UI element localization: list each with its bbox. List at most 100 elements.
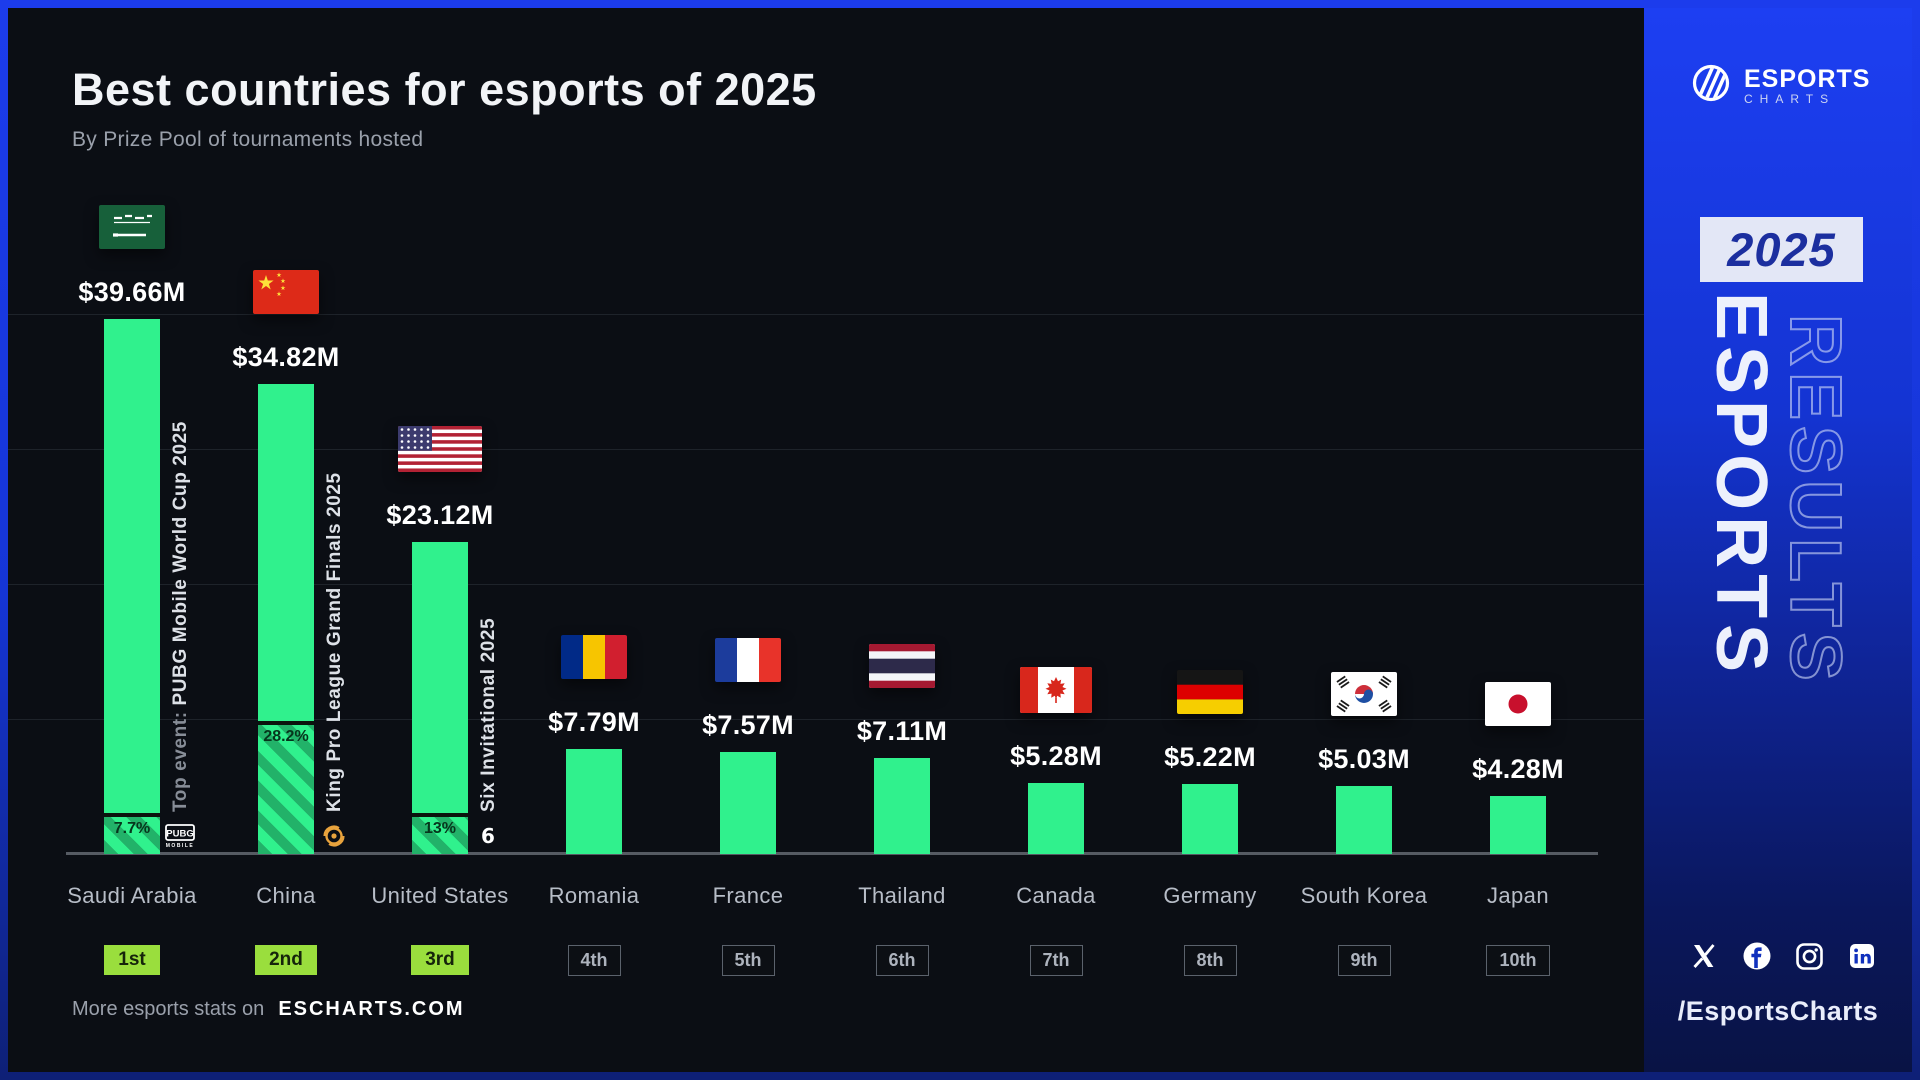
top-event-name-saudi-arabia: Top event: PUBG Mobile World Cup 2025: [170, 421, 192, 812]
gridline-10m: [8, 719, 1644, 720]
flag-thailand: [869, 644, 935, 688]
king-pro-league-logo: [321, 823, 347, 849]
footer-brand: ESCHARTS.COM: [278, 998, 465, 1020]
flag-romania: [561, 635, 627, 679]
rank-badge-wrap-japan: 10th: [1428, 945, 1608, 976]
year-badge: 2025: [1700, 217, 1863, 282]
bar-canada: [1028, 783, 1084, 854]
top-event-share-united-states: 13%: [412, 813, 468, 854]
flag-south-korea: [1331, 672, 1397, 716]
top-event-share-saudi-arabia: 7.7%: [104, 813, 160, 854]
brand-title: ESPORTS: [1744, 64, 1871, 93]
rank-badge-china: 2nd: [255, 945, 317, 975]
rank-badge-south-korea: 9th: [1337, 945, 1391, 976]
page-subtitle: By Prize Pool of tournaments hosted: [72, 128, 424, 151]
value-label-france: $7.57M: [702, 710, 794, 740]
rank-badge-germany: 8th: [1183, 945, 1237, 976]
six-invitational-logo: 6: [480, 824, 496, 848]
value-label-south-korea: $5.03M: [1318, 744, 1410, 774]
top-event-share-label-united-states: 13%: [423, 820, 457, 837]
x-icon: [1690, 942, 1718, 975]
bar-france: [720, 752, 776, 854]
gridline-20m: [8, 584, 1644, 585]
top-event-share-label-china: 28.2%: [263, 728, 309, 745]
country-label-canada: Canada: [1016, 883, 1096, 908]
bar-thailand: [874, 758, 930, 854]
rank-badge-canada: 7th: [1029, 945, 1083, 976]
bar-china: 28.2%: [258, 384, 314, 854]
rank-badge-wrap-thailand: 6th: [812, 945, 992, 976]
bar-saudi-arabia: 7.7%: [104, 319, 160, 854]
x-axis-line: [66, 852, 1598, 855]
rank-badge-japan: 10th: [1486, 945, 1550, 976]
rank-badge-wrap-germany: 8th: [1120, 945, 1300, 976]
rank-badge-wrap-france: 5th: [658, 945, 838, 976]
instagram-icon: [1795, 942, 1824, 976]
flag-china: [253, 270, 319, 314]
esports-charts-logo-icon: [1688, 60, 1734, 111]
country-label-saudi-arabia: Saudi Arabia: [67, 883, 197, 908]
linkedin-icon: [1848, 942, 1876, 975]
flag-saudi-arabia: [99, 205, 165, 249]
rank-badge-thailand: 6th: [875, 945, 929, 976]
social-handle: /EsportsCharts: [1677, 996, 1879, 1026]
brand-logo: ESPORTS CHARTS: [1688, 60, 1870, 111]
rank-badge-wrap-china: 2nd: [196, 945, 376, 975]
top-event-title: PUBG Mobile World Cup 2025: [170, 421, 191, 706]
flag-germany: [1177, 670, 1243, 714]
bar-united-states: 13%: [412, 542, 468, 854]
country-label-france: France: [712, 883, 784, 908]
bar-south-korea: [1336, 786, 1392, 854]
brand-subtitle: CHARTS: [1744, 91, 1836, 106]
value-label-romania: $7.79M: [548, 707, 640, 737]
vertical-results-text: RESULTS: [1774, 313, 1856, 688]
page-title: Best countries for esports of 2025: [72, 64, 817, 115]
flag-japan: [1485, 682, 1551, 726]
bar-japan: [1490, 796, 1546, 854]
rank-badge-wrap-saudi-arabia: 1st: [42, 945, 222, 975]
value-label-united-states: $23.12M: [386, 500, 494, 530]
value-label-saudi-arabia: $39.66M: [78, 277, 186, 307]
gridline-30m: [8, 449, 1644, 450]
rank-badge-france: 5th: [721, 945, 775, 976]
country-label-china: China: [256, 883, 316, 908]
svg-text:6: 6: [481, 825, 495, 847]
flag-canada: [1020, 667, 1092, 713]
top-event-prefix: Top event:: [170, 705, 191, 812]
rank-badge-saudi-arabia: 1st: [104, 945, 160, 975]
flag-france: [715, 638, 781, 682]
gridline-40m: [8, 314, 1644, 315]
svg-text:MOBILE: MOBILE: [166, 843, 194, 848]
pubg-mobile-logo: PUBG MOBILE: [165, 824, 195, 849]
country-label-united-states: United States: [371, 883, 509, 908]
rank-badge-wrap-united-states: 3rd: [350, 945, 530, 975]
vertical-esports-text: ESPORTS: [1701, 292, 1781, 679]
flag-united-states: [398, 426, 482, 472]
social-icons: [1690, 941, 1876, 976]
country-label-japan: Japan: [1487, 883, 1549, 908]
value-label-canada: $5.28M: [1010, 741, 1102, 771]
country-label-thailand: Thailand: [858, 883, 946, 908]
sidebar: ESPORTS CHARTS 2025: [1644, 8, 1912, 1072]
bar-romania: [566, 749, 622, 854]
footer: More esports stats on ESCHARTS.COM: [72, 998, 465, 1021]
value-label-china: $34.82M: [232, 342, 340, 372]
value-label-germany: $5.22M: [1164, 742, 1256, 772]
top-event-share-china: 28.2%: [258, 721, 314, 854]
chart-panel: [8, 8, 1644, 1072]
value-label-japan: $4.28M: [1472, 754, 1564, 784]
rank-badge-wrap-romania: 4th: [504, 945, 684, 976]
bar-germany: [1182, 784, 1238, 854]
rank-badge-wrap-canada: 7th: [966, 945, 1146, 976]
rank-badge-wrap-south-korea: 9th: [1274, 945, 1454, 976]
country-label-germany: Germany: [1163, 883, 1257, 908]
country-label-romania: Romania: [548, 883, 640, 908]
svg-text:PUBG: PUBG: [166, 829, 193, 840]
rank-badge-romania: 4th: [567, 945, 621, 976]
rank-badge-united-states: 3rd: [411, 945, 469, 975]
country-label-south-korea: South Korea: [1300, 883, 1428, 908]
facebook-icon: [1742, 941, 1772, 976]
top-event-share-label-saudi-arabia: 7.7%: [113, 820, 151, 837]
footer-text: More esports stats on: [72, 998, 265, 1020]
